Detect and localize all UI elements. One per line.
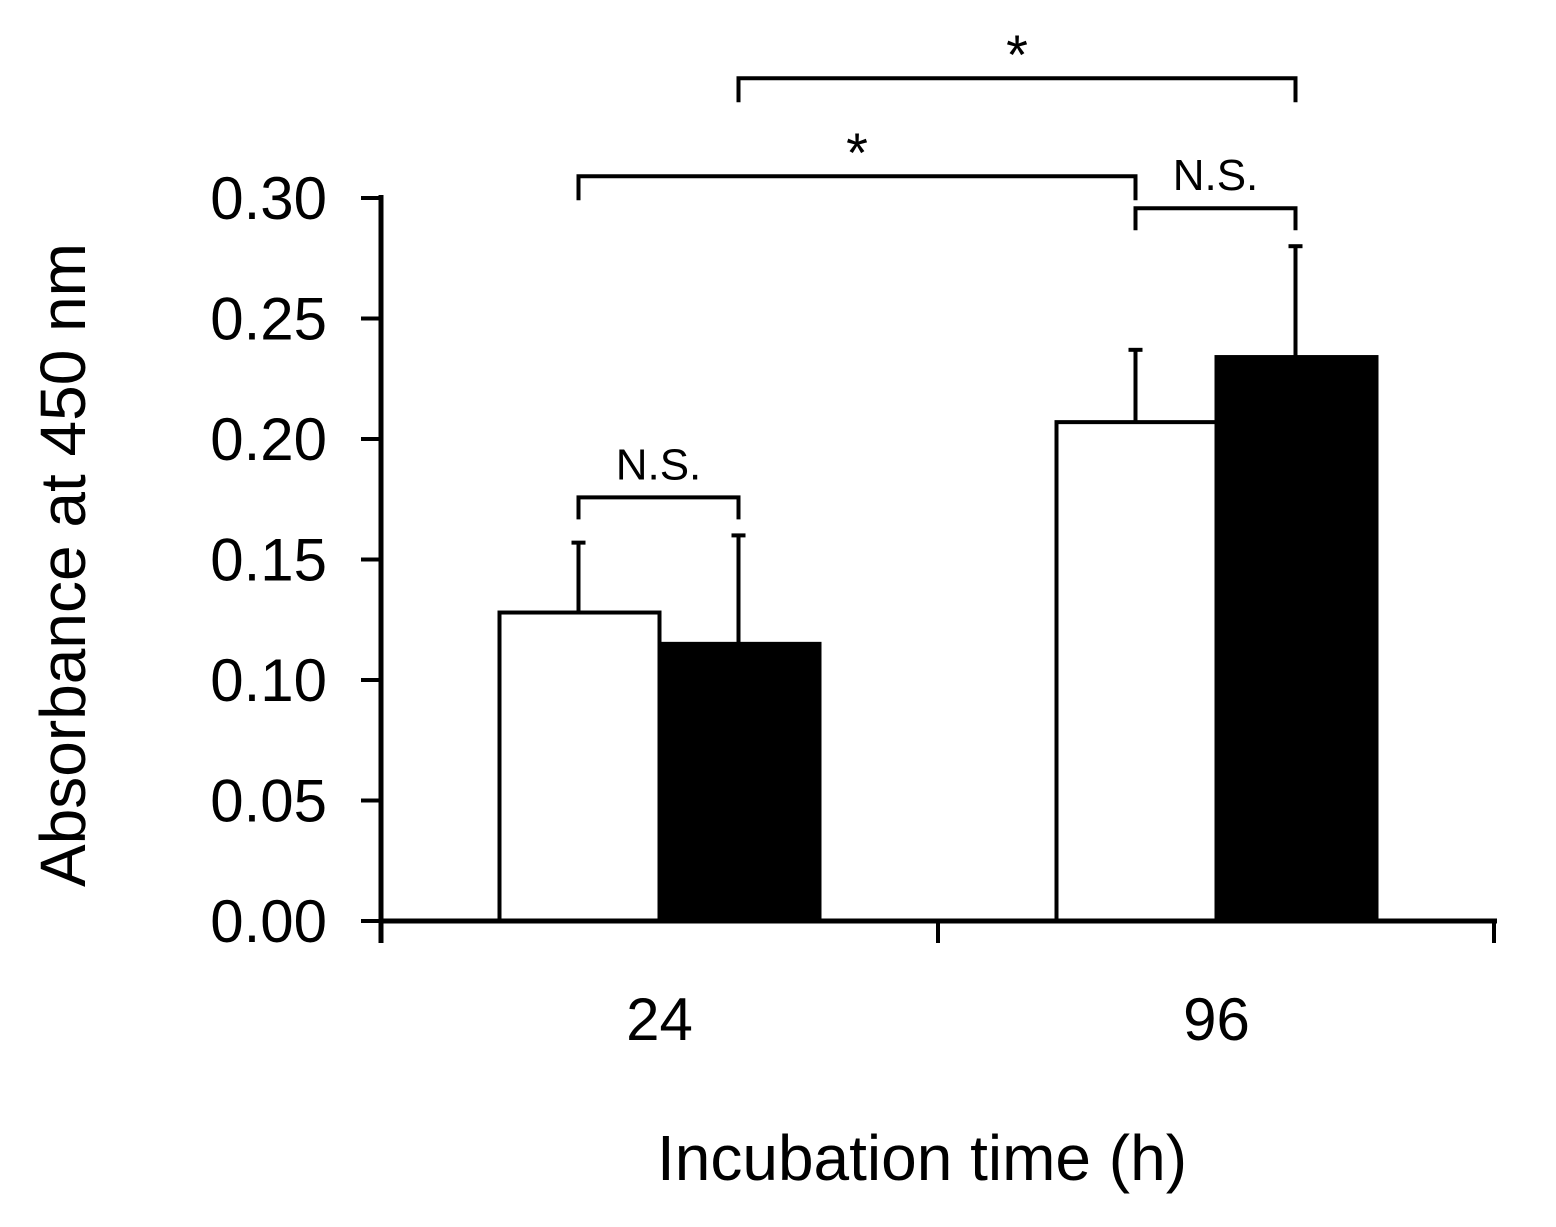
y-tick-label: 0.00: [210, 888, 327, 955]
error-bar-series-1-24: [571, 540, 586, 613]
y-tick-label: 0.20: [210, 406, 327, 473]
significance-bracket: N.S.: [576, 440, 741, 520]
error-bar-series-1-96: [1128, 347, 1143, 423]
significance-annotations: N.S. N.S. * *: [576, 23, 1298, 520]
bracket-line: [576, 495, 741, 520]
significance-bracket: *: [736, 23, 1298, 103]
significance-ns-label: N.S.: [616, 440, 702, 489]
significance-ns-label: N.S.: [1173, 151, 1259, 200]
bar-series-2-24: [657, 641, 822, 923]
bar-series-2-96: [1214, 355, 1379, 923]
error-bars-layer: [571, 244, 1303, 644]
significance-bracket: *: [576, 121, 1138, 201]
y-tick-label: 0.05: [210, 768, 327, 835]
significance-star: *: [846, 121, 868, 184]
y-tick-label: 0.25: [210, 286, 327, 353]
bracket-line: [1133, 206, 1298, 231]
x-axis-title: Incubation time (h): [657, 1122, 1187, 1194]
x-ticks: 24 96: [379, 921, 1496, 1053]
y-tick-label: 0.30: [210, 165, 327, 232]
error-bar-series-2-96: [1288, 244, 1303, 358]
y-ticks: 0.00 0.05 0.10 0.15 0.20 0.25 0.30: [210, 165, 381, 955]
y-tick-label: 0.15: [210, 527, 327, 594]
bracket-line: [576, 174, 1138, 201]
error-bar-series-2-24: [731, 533, 746, 644]
bar-series-1-24: [497, 610, 662, 924]
significance-bracket: N.S.: [1133, 151, 1298, 231]
significance-star: *: [1006, 23, 1028, 86]
x-tick-label: 24: [626, 986, 693, 1053]
y-axis-title: Absorbance at 450 nm: [27, 243, 99, 887]
x-tick-label: 96: [1183, 986, 1250, 1053]
bar-series-1-96: [1054, 420, 1219, 923]
bracket-line: [736, 76, 1298, 103]
y-tick-label: 0.10: [210, 647, 327, 714]
